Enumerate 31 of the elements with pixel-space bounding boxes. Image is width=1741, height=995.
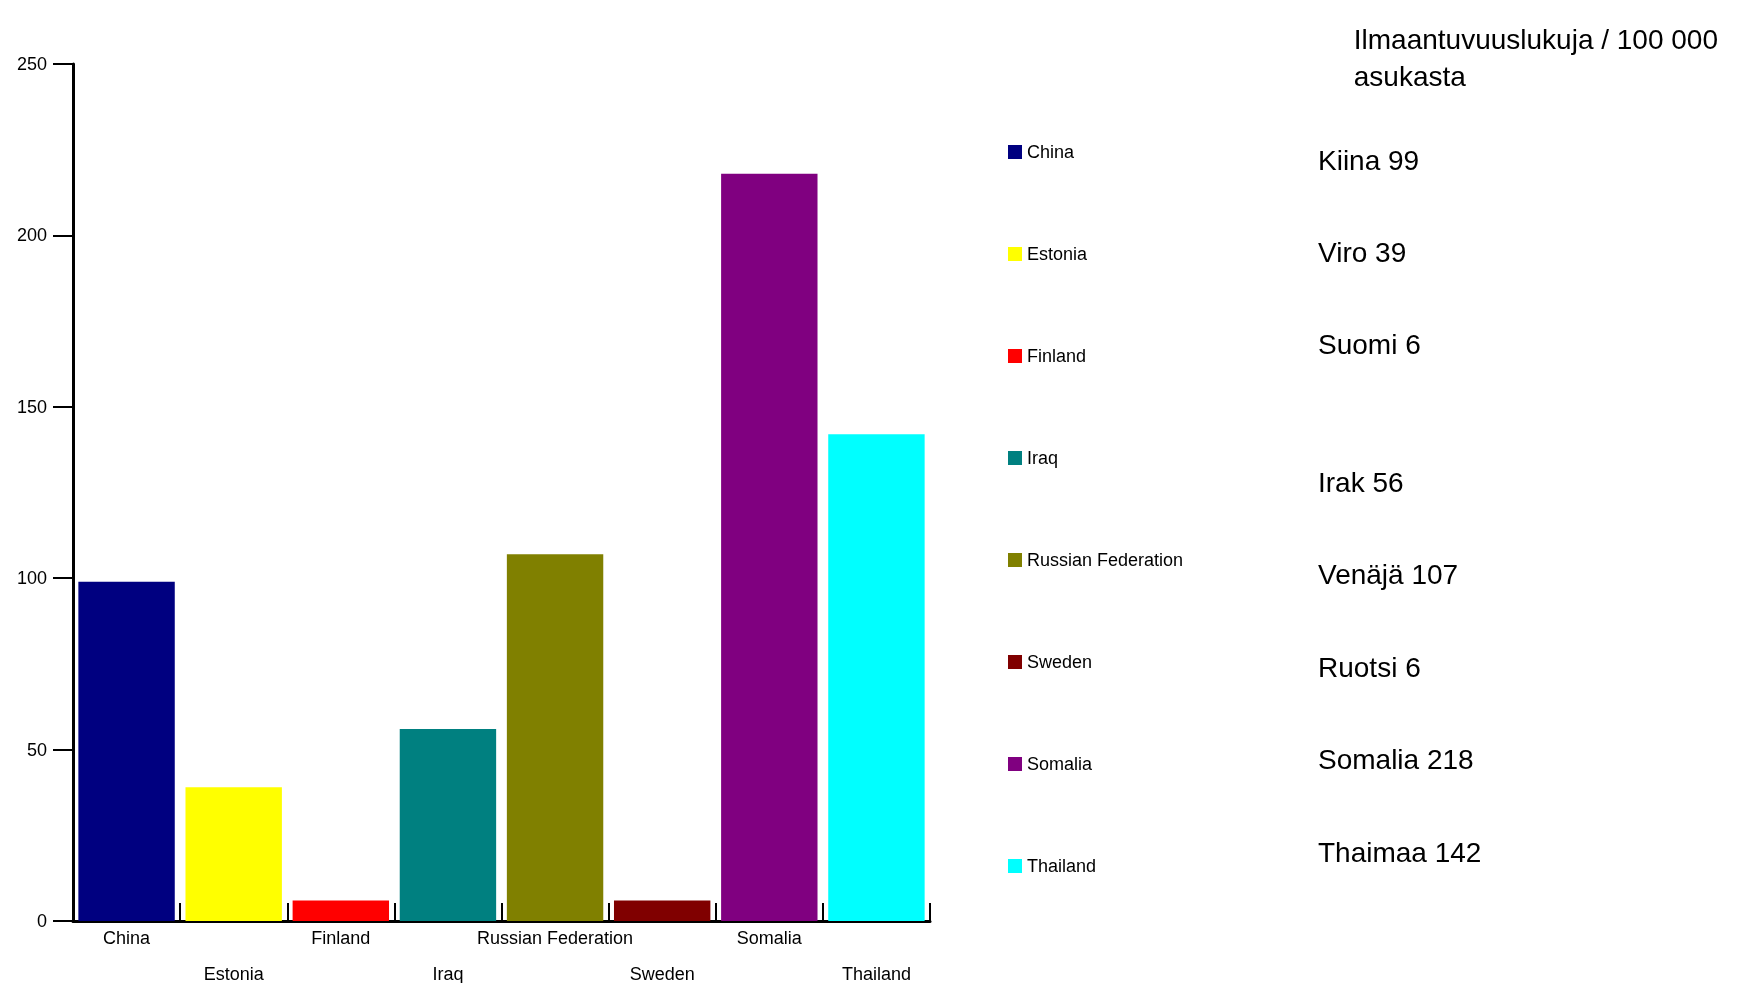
legend-label: Russian Federation bbox=[1027, 550, 1184, 570]
text: Kiina 99 bbox=[1318, 144, 1420, 176]
y-tick-label: 50 bbox=[26, 739, 47, 760]
legend-label: Somalia bbox=[1027, 754, 1094, 774]
text: Venäjä 107 bbox=[1318, 558, 1459, 590]
legend-label: China bbox=[1027, 142, 1076, 162]
legend-label: Sweden bbox=[1027, 652, 1093, 672]
legend-label: Thailand bbox=[1027, 856, 1097, 876]
x-tick-label: Thailand bbox=[841, 964, 911, 984]
y-tick-label: 200 bbox=[16, 225, 47, 246]
legend-label: Iraq bbox=[1027, 448, 1059, 468]
x-tick-label: Finland bbox=[311, 928, 371, 948]
text: Suomi 6 bbox=[1318, 328, 1421, 360]
x-tick-label: Sweden bbox=[629, 964, 695, 984]
text: Irak 56 bbox=[1318, 466, 1404, 498]
y-tick-label: 150 bbox=[16, 396, 47, 417]
y-tick-label: 100 bbox=[16, 568, 47, 589]
x-tick-label: Russian Federation bbox=[477, 928, 634, 948]
y-tick-label: 0 bbox=[36, 911, 47, 931]
text: Somalia 218 bbox=[1318, 743, 1474, 775]
text: Thaimaa 142 bbox=[1318, 836, 1482, 868]
text: Ruotsi 6 bbox=[1318, 651, 1421, 683]
text: Ilmaantuvuuslukuja / 100 000 asukasta bbox=[1353, 24, 1718, 92]
x-tick-label: China bbox=[103, 928, 152, 948]
text: Viro 39 bbox=[1318, 236, 1407, 268]
y-tick-label: 250 bbox=[16, 54, 47, 74]
legend-label: Estonia bbox=[1027, 244, 1089, 264]
x-tick-label: Somalia bbox=[736, 928, 803, 948]
x-tick-label: Estonia bbox=[203, 964, 265, 984]
legend-label: Finland bbox=[1027, 346, 1087, 366]
x-tick-label: Iraq bbox=[432, 964, 464, 984]
